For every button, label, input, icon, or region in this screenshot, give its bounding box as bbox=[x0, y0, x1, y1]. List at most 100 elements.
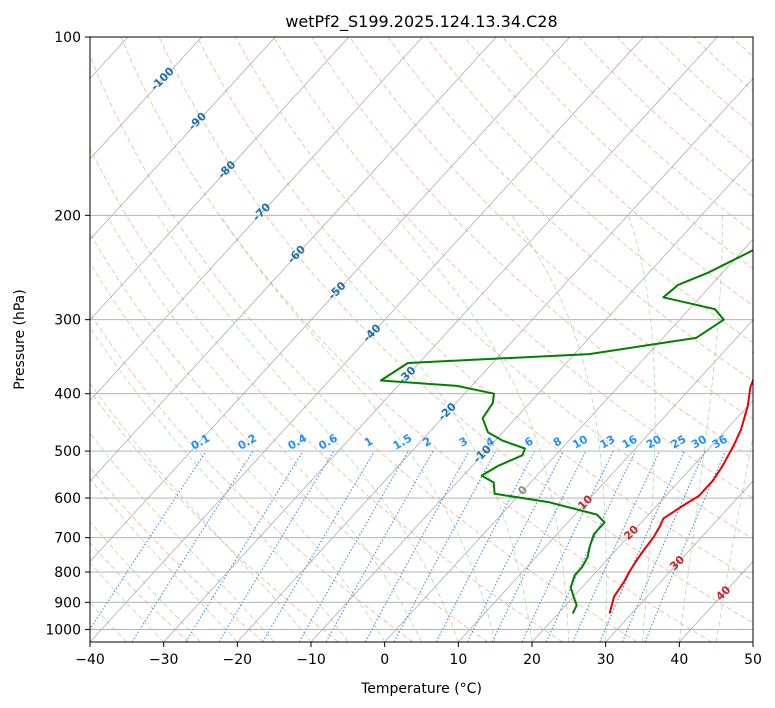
dry-adiabat-line bbox=[90, 54, 638, 642]
mixing-ratio-label: 0.4 bbox=[286, 431, 310, 452]
dry-adiabat-line bbox=[387, 37, 753, 382]
x-tick-label: −10 bbox=[296, 652, 326, 668]
mixing-ratio-label: 1 bbox=[362, 435, 375, 450]
dry-adiabat-line bbox=[90, 147, 563, 642]
moist-adiabat-line bbox=[90, 432, 275, 642]
mixing-ratio-line bbox=[393, 450, 497, 642]
mixing-ratio-label: 36 bbox=[710, 432, 730, 451]
dry-adiabat-line bbox=[158, 37, 753, 624]
mixing-ratio-line bbox=[521, 450, 614, 642]
x-tick-label: −20 bbox=[223, 652, 253, 668]
y-tick-label: 500 bbox=[54, 444, 81, 460]
dry-adiabat-line bbox=[90, 466, 264, 642]
y-tick-label: 100 bbox=[54, 30, 81, 46]
moist-adiabat-line bbox=[628, 215, 656, 642]
y-tick-label: 900 bbox=[54, 595, 81, 611]
isotherm-line bbox=[310, 158, 753, 642]
mixing-ratio-label: 0.6 bbox=[316, 431, 340, 452]
isotherm-line bbox=[752, 641, 753, 642]
mixing-ratio-line bbox=[572, 450, 661, 642]
mixing-ratio-line bbox=[545, 450, 636, 642]
mixing-ratio-line bbox=[599, 450, 685, 642]
moist-adiabat-line bbox=[511, 215, 607, 642]
isotherm-line bbox=[531, 399, 753, 642]
mixing-ratio-line bbox=[185, 450, 304, 642]
moist-adiabat-line bbox=[752, 639, 753, 642]
x-tick-label: 20 bbox=[523, 652, 541, 668]
mixing-ratio-label: 3 bbox=[457, 435, 470, 450]
y-tick-label: 400 bbox=[54, 387, 81, 403]
mixing-ratio-label: 25 bbox=[669, 433, 689, 452]
dry-adiabat-line bbox=[120, 37, 712, 642]
moist-adiabat-line bbox=[297, 215, 533, 642]
x-tick-label: 10 bbox=[449, 652, 467, 668]
mixing-ratio-label: 8 bbox=[551, 435, 564, 450]
y-axis-label: Pressure (hPa) bbox=[12, 289, 28, 389]
moist-adiabat-line bbox=[90, 382, 312, 642]
isotherm-line bbox=[384, 238, 753, 642]
x-tick-label: 40 bbox=[670, 652, 688, 668]
mixing-ratio-line bbox=[131, 450, 254, 642]
mixing-ratio-line bbox=[218, 450, 335, 642]
mixing-ratio-line bbox=[262, 450, 375, 642]
mixing-ratio-line bbox=[491, 450, 587, 642]
mixing-ratio-line bbox=[298, 450, 409, 642]
temperature-profile-line bbox=[608, 350, 753, 614]
isotherm-line bbox=[605, 480, 753, 642]
dewpoint-profile-line bbox=[379, 249, 753, 614]
mixing-ratio-label: 0.2 bbox=[236, 432, 259, 453]
dry-adiabat-line bbox=[616, 37, 753, 162]
mixing-ratio-label: 13 bbox=[598, 433, 618, 452]
y-tick-label: 800 bbox=[54, 565, 81, 581]
dry-adiabat-line bbox=[90, 541, 190, 642]
y-tick-label: 1000 bbox=[45, 622, 81, 638]
dry-adiabat-line bbox=[654, 37, 753, 127]
dry-adiabat-line bbox=[578, 37, 753, 197]
isotherm-line bbox=[90, 37, 202, 160]
mixing-ratio-line bbox=[435, 450, 536, 642]
moist-adiabat-line bbox=[90, 478, 238, 642]
mixing-ratio-line bbox=[621, 450, 706, 642]
y-tick-label: 200 bbox=[54, 208, 81, 224]
line-labels: 0.1 0.2 0.4 0.6 1 1.5 2 3 4 6 8 10 13 16 20 25 30 36-100-… bbox=[148, 64, 733, 603]
moist-adiabat-line bbox=[106, 215, 422, 642]
plot-frame bbox=[89, 36, 754, 643]
moist-adiabat-line bbox=[157, 215, 459, 642]
moist-adiabat-line bbox=[90, 326, 349, 642]
moist-adiabat-line bbox=[715, 433, 753, 642]
isotherm-line bbox=[679, 560, 753, 642]
x-tick-label: 0 bbox=[380, 652, 389, 668]
isotherm-line bbox=[90, 37, 276, 241]
mixing-ratio-label: 2 bbox=[421, 435, 434, 450]
dry-adiabat-line bbox=[425, 37, 753, 344]
isotherm-line bbox=[90, 37, 350, 321]
y-tick-label: 700 bbox=[54, 531, 81, 547]
isotherm-line bbox=[90, 37, 497, 482]
x-tick-label: −40 bbox=[75, 652, 105, 668]
isotherm-line bbox=[90, 37, 644, 642]
x-tick-label: 30 bbox=[597, 652, 615, 668]
x-tick-label: 50 bbox=[744, 652, 762, 668]
moist-adiabat-line bbox=[90, 562, 165, 642]
chart-title: wetPf2_S199.2025.124.13.34.C28 bbox=[285, 12, 557, 32]
dry-adiabat-line bbox=[90, 390, 339, 642]
isotherm-line bbox=[237, 77, 753, 642]
background-lines bbox=[90, 37, 753, 642]
y-tick-label: 300 bbox=[54, 313, 81, 329]
moist-adiabat-line bbox=[90, 262, 386, 642]
isotherm-line bbox=[90, 37, 571, 563]
x-axis-label: Temperature (°C) bbox=[360, 681, 482, 697]
moist-adiabat-line bbox=[90, 602, 128, 642]
grid-lines bbox=[90, 37, 753, 642]
mixing-ratio-line bbox=[467, 450, 564, 642]
moist-adiabat-line bbox=[90, 521, 201, 642]
moist-adiabat-line bbox=[678, 215, 723, 642]
moist-adiabat-line bbox=[219, 215, 496, 642]
isotherm-line bbox=[458, 319, 753, 642]
dry-adiabat-line bbox=[196, 37, 753, 581]
dry-adiabat-line bbox=[90, 312, 414, 642]
mixing-ratio-label: 16 bbox=[620, 432, 640, 451]
mixing-ratio-line bbox=[325, 450, 434, 642]
dry-adiabat-line bbox=[273, 37, 753, 499]
